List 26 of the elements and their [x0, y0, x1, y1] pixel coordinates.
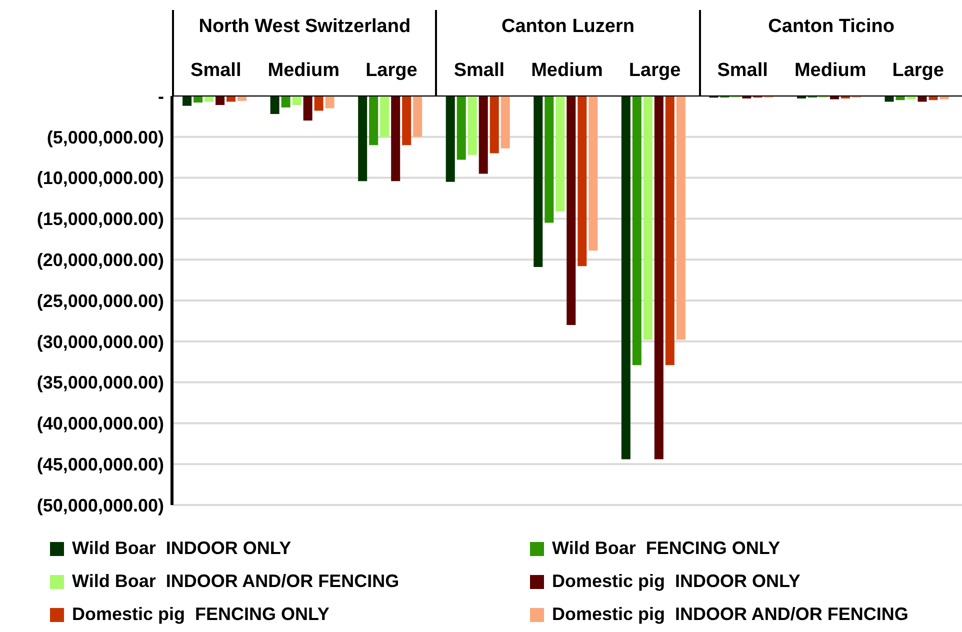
x-tick-label: Medium	[794, 60, 866, 81]
x-tick-label: Small	[717, 60, 768, 81]
legend-label: Domestic pig FENCING ONLY	[72, 604, 330, 625]
x-tick-label: Large	[892, 60, 944, 81]
x-tick-label: Small	[454, 60, 505, 81]
y-tick-label: -	[158, 86, 164, 106]
y-tick-label: (5,000,000.00)	[46, 127, 164, 148]
y-tick-label: (25,000,000.00)	[36, 290, 164, 311]
y-tick-label: (10,000,000.00)	[36, 168, 164, 188]
legend-label: Wild Boar INDOOR ONLY	[72, 538, 292, 559]
y-tick-label: (30,000,000.00)	[36, 332, 164, 352]
x-tick-label: Small	[190, 60, 242, 81]
y-tick-label: (40,000,000.00)	[36, 414, 164, 434]
legend-label: Domestic pig INDOOR AND/OR FENCING	[552, 604, 908, 625]
legend-label: Wild Boar INDOOR AND/OR FENCING	[72, 571, 400, 592]
y-tick-label: (20,000,000.00)	[36, 250, 164, 270]
legend-label: Wild Boar FENCING ONLY	[552, 538, 780, 559]
x-tick-label: Large	[628, 60, 681, 81]
y-tick-label: (35,000,000.00)	[36, 372, 164, 393]
x-tick-label: Medium	[531, 60, 603, 81]
y-tick-label: (45,000,000.00)	[36, 454, 164, 474]
x-tick-label: Medium	[268, 60, 340, 81]
legend-label: Domestic pig INDOOR ONLY	[552, 571, 800, 592]
y-tick-label: (15,000,000.00)	[36, 209, 164, 230]
y-tick-label: (50,000,000.00)	[36, 495, 164, 516]
x-tick-label: Large	[366, 60, 418, 81]
